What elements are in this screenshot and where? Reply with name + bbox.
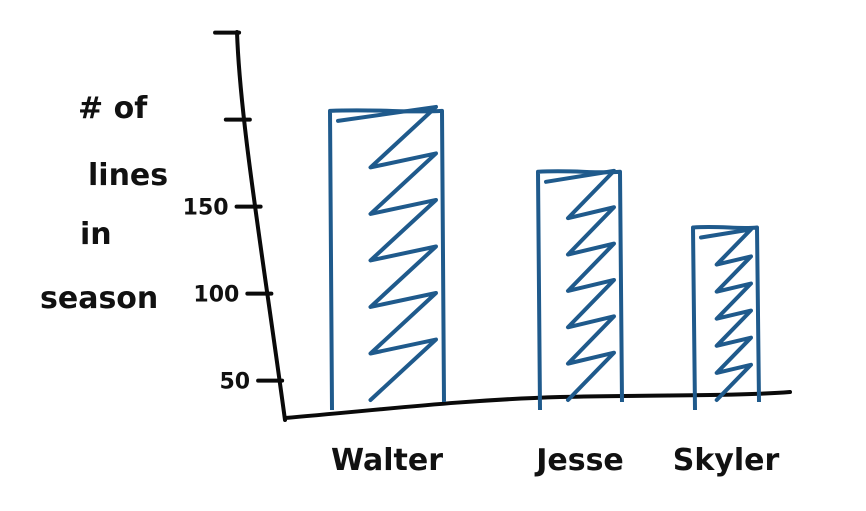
bar-outline-jesse [536,169,624,411]
x-label-jesse: Jesse [534,443,624,478]
bars [328,104,761,411]
bar-outline-skyler [691,224,761,411]
bar-jesse [536,168,624,411]
bar-hatching-jesse [544,168,616,402]
y-axis-title-line-1: # of [78,91,148,126]
x-label-skyler: Skyler [673,443,780,478]
y-tick-label-50: 50 [220,370,251,395]
bar-walter [328,104,446,411]
bar-hatching-skyler [699,227,753,402]
y-axis-title: # of lines in season [40,91,168,316]
y-axis-line [235,30,287,422]
y-ticks: 50 100 150 [183,30,285,395]
y-tick-label-150: 150 [183,196,229,221]
bar-skyler [691,224,761,411]
y-axis-title-line-4: season [40,281,158,316]
y-axis-title-line-2: lines [88,158,168,193]
y-tick-label-100: 100 [193,283,239,308]
bar-outline-walter [328,108,446,411]
x-axis-line [283,390,792,420]
x-label-walter: Walter [331,443,443,478]
x-category-labels: Walter Jesse Skyler [331,443,779,478]
bar-hatching-walter [336,104,438,402]
y-axis-title-line-3: in [80,217,112,252]
